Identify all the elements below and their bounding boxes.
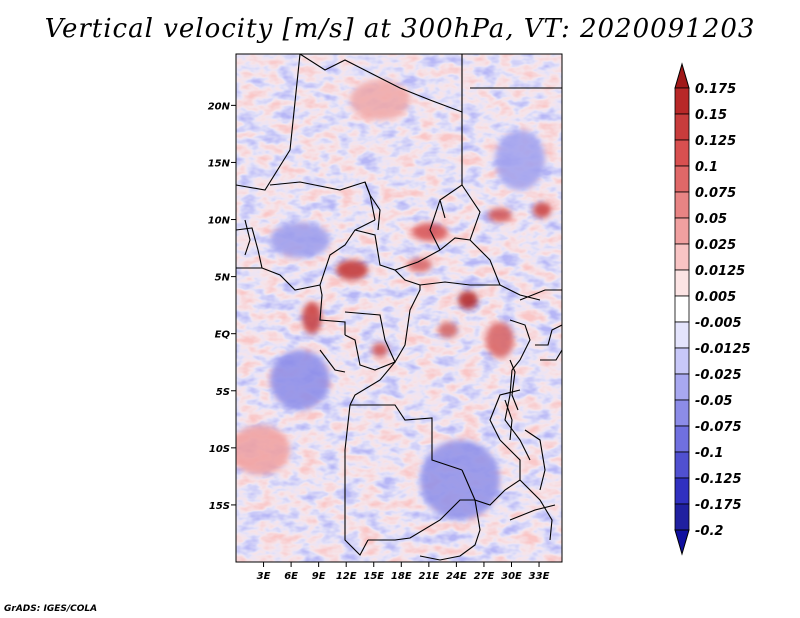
x-tick-label: 18E — [391, 571, 412, 582]
colorbar-segment — [674, 503, 690, 531]
colorbar-segment — [674, 269, 690, 297]
colorbar-segment — [674, 373, 690, 401]
x-tick-label: 15E — [363, 571, 384, 582]
y-tick-label: 5N — [215, 273, 231, 284]
colorbar-segment — [674, 139, 690, 167]
chart-title: Vertical velocity [m/s] at 300hPa, VT: 2… — [44, 14, 756, 44]
colorbar-segment — [674, 425, 690, 453]
colorbar-segment — [674, 347, 690, 375]
y-tick-label: 20N — [208, 101, 231, 112]
x-tick-label: 6E — [284, 571, 298, 582]
y-tick-label: 10S — [209, 444, 230, 455]
y-tick-label: 5S — [216, 387, 230, 398]
y-tick-label: 10N — [208, 216, 231, 227]
colorbar-segment — [674, 321, 690, 349]
colorbar-segment — [674, 451, 690, 479]
colorbar-label: 0.005 — [695, 290, 736, 305]
colorbar-segment — [674, 295, 690, 323]
colorbar-label: 0.075 — [695, 186, 736, 201]
plot-frame — [235, 53, 563, 563]
y-tick-label: 15S — [209, 501, 230, 512]
colorbar-segment — [674, 87, 690, 115]
country-borders — [236, 54, 562, 561]
y-tick-label: 15N — [208, 158, 231, 169]
colorbar-segment — [674, 217, 690, 245]
x-tick-label: 27E — [474, 571, 495, 582]
colorbar: 0.175 0.15 0.125 0.1 0.075 0.05 0.025 0.0125 0.0… — [674, 62, 751, 556]
colorbar-label: -0.005 — [695, 316, 742, 331]
colorbar-label: 0.0125 — [695, 264, 745, 279]
map-field — [236, 54, 562, 562]
x-tick-label: 30E — [501, 571, 522, 582]
colorbar-label: -0.0125 — [695, 342, 751, 357]
colorbar-segment — [674, 477, 690, 505]
x-tick-label: 24E — [446, 571, 467, 582]
colorbar-label: 0.15 — [695, 108, 727, 123]
colorbar-bottom-arrow — [674, 529, 690, 556]
x-tick-label: 3E — [257, 571, 271, 582]
colorbar-label: -0.025 — [695, 368, 742, 383]
colorbar-label: 0.025 — [695, 238, 736, 253]
x-axis: 3E 6E 9E 12E 15E 18E 21E 24E 27E 30E 33E — [257, 562, 550, 582]
colorbar-label: 0.125 — [695, 134, 736, 149]
colorbar-top-arrow — [674, 62, 690, 89]
x-tick-label: 21E — [418, 571, 439, 582]
colorbar-label: -0.1 — [695, 446, 723, 461]
colorbar-segment — [674, 191, 690, 219]
colorbar-label: 0.175 — [695, 82, 736, 97]
colorbar-segment — [674, 113, 690, 141]
colorbar-label: -0.2 — [695, 524, 723, 539]
colorbar-segment — [674, 399, 690, 427]
colorbar-label: -0.125 — [695, 472, 742, 487]
colorbar-label: -0.075 — [695, 420, 742, 435]
colorbar-label: -0.05 — [695, 394, 732, 409]
y-tick-label: EQ — [215, 330, 231, 341]
colorbar-segment — [674, 243, 690, 271]
colorbar-label: 0.1 — [695, 160, 718, 175]
x-tick-label: 12E — [336, 571, 357, 582]
colorbar-segment — [674, 165, 690, 193]
grads-credit: GrADS: IGES/COLA — [4, 604, 98, 614]
colorbar-label: -0.175 — [695, 498, 742, 513]
x-tick-label: 9E — [312, 571, 326, 582]
y-axis: 20N 15N 10N 5N EQ 5S 10S 15S — [208, 101, 236, 512]
x-tick-label: 33E — [529, 571, 550, 582]
colorbar-label: 0.05 — [695, 212, 727, 227]
